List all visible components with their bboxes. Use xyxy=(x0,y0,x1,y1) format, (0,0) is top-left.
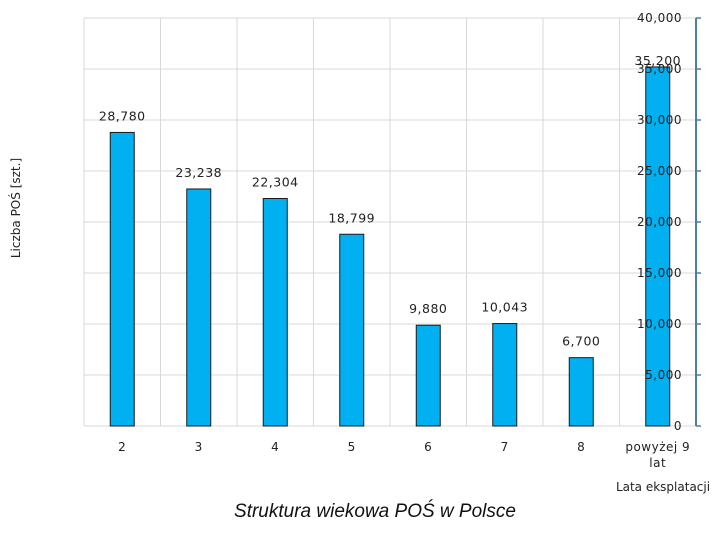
bar-powyżej-9-lat xyxy=(645,66,671,427)
x-tick-label: 5 xyxy=(348,440,356,454)
data-label: 10,043 xyxy=(481,300,528,315)
y-tick-label: 15,000 xyxy=(637,266,682,280)
x-tick-label: 6 xyxy=(424,440,432,454)
y-axis: 0 5,000 10,000 15,000 20,000 25,000 30,000 35,0… xyxy=(637,11,701,433)
x-tick-label: lat xyxy=(649,456,666,470)
bars xyxy=(109,66,671,427)
y-tick-label: 5,000 xyxy=(645,368,682,382)
chart-title: Struktura wiekowa POŚ w Polsce xyxy=(234,500,516,522)
data-label: 18,799 xyxy=(328,210,375,225)
data-label: 23,238 xyxy=(175,165,222,180)
data-label: 22,304 xyxy=(252,174,299,189)
y-tick-label: 40,000 xyxy=(637,11,682,25)
data-label: 9,880 xyxy=(409,301,447,316)
gridlines xyxy=(83,17,696,427)
data-labels: 28,780 23,238 22,304 18,799 9,880 10,043 6,700… xyxy=(99,53,681,349)
bar-8 xyxy=(568,357,594,427)
y-tick-label: 0 xyxy=(674,419,682,433)
x-tick-label: 8 xyxy=(577,440,585,454)
x-tick-label: 3 xyxy=(195,440,203,454)
data-label: 28,780 xyxy=(99,108,146,123)
bar-5 xyxy=(339,233,365,427)
x-tick-label: 2 xyxy=(118,440,126,454)
bar-2 xyxy=(109,131,135,427)
y-tick-label: 35,000 xyxy=(637,62,682,76)
y-tick-label: 30,000 xyxy=(637,113,682,127)
bar-4 xyxy=(262,197,288,427)
y-tick-label: 10,000 xyxy=(637,317,682,331)
x-tick-label: powyżej 9 xyxy=(625,440,690,454)
bar-7 xyxy=(492,323,518,427)
bar-6 xyxy=(415,324,441,427)
x-tick-label: 4 xyxy=(271,440,279,454)
y-tick-label: 20,000 xyxy=(637,215,682,229)
y-axis-title: Liczba POŚ [szt.] xyxy=(8,158,23,258)
x-tick-label: 7 xyxy=(501,440,509,454)
y-tick-label: 25,000 xyxy=(637,164,682,178)
x-axis-ticks: 2 3 4 5 6 7 8 powyżej 9 lat xyxy=(118,440,690,470)
data-label: 35,200 xyxy=(634,53,681,68)
x-axis-title: Lata eksplatacji xyxy=(616,480,710,494)
bar-3 xyxy=(186,188,212,427)
data-label: 6,700 xyxy=(562,334,600,349)
